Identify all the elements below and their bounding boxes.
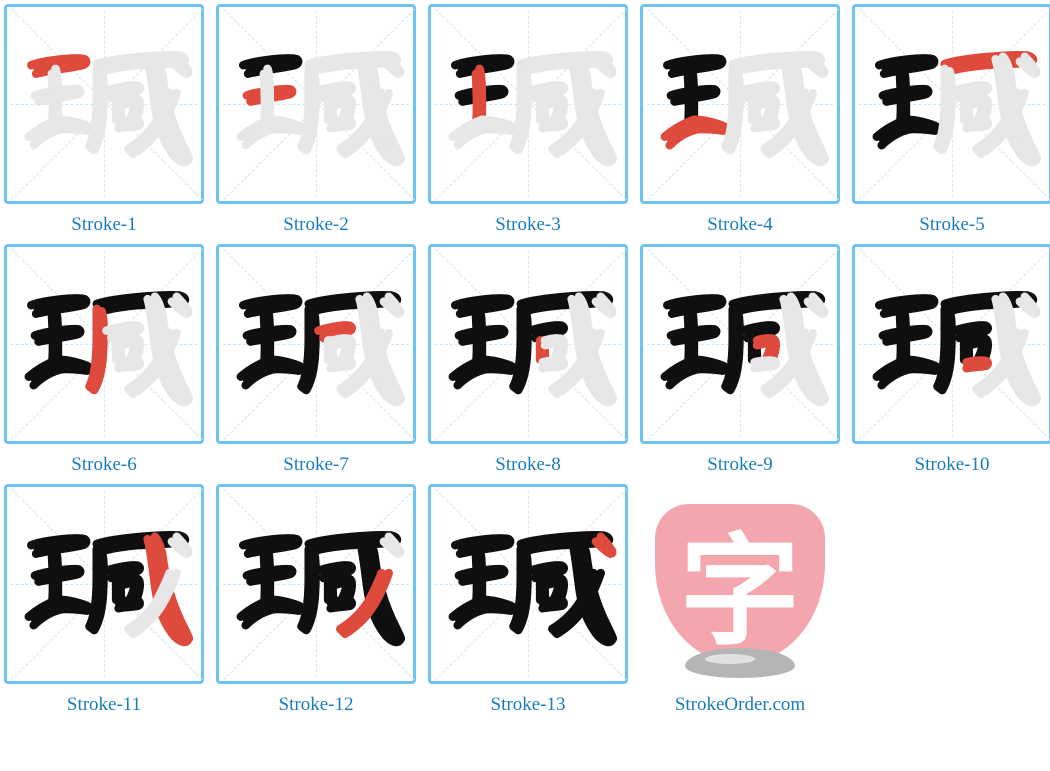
stroke-box — [216, 4, 416, 204]
stroke-box — [4, 244, 204, 444]
stroke-label: Stroke-12 — [279, 694, 354, 716]
stroke-box — [852, 4, 1050, 204]
logo-box: 字 — [640, 484, 840, 684]
stroke-label: Stroke-11 — [67, 694, 141, 716]
glyph — [219, 487, 413, 681]
stroke-box — [640, 4, 840, 204]
glyph — [855, 7, 1049, 201]
stroke-box — [852, 244, 1050, 444]
stroke-cell: Stroke-1 — [4, 4, 204, 236]
stroke-label: Stroke-5 — [919, 214, 984, 236]
stroke-label: Stroke-4 — [707, 214, 772, 236]
site-link[interactable]: StrokeOrder.com — [675, 694, 805, 716]
glyph — [643, 7, 837, 201]
stroke-box — [4, 4, 204, 204]
stroke-label: Stroke-13 — [491, 694, 566, 716]
logo-cell: 字 StrokeOrder.com — [640, 484, 840, 716]
stroke-cell: Stroke-12 — [216, 484, 416, 716]
glyph — [855, 247, 1049, 441]
stroke-cell: Stroke-13 — [428, 484, 628, 716]
stroke-box — [216, 244, 416, 444]
stroke-label: Stroke-1 — [71, 214, 136, 236]
stroke-cell: Stroke-7 — [216, 244, 416, 476]
stroke-cell: Stroke-6 — [4, 244, 204, 476]
glyph — [219, 7, 413, 201]
glyph — [431, 7, 625, 201]
stroke-cell: Stroke-9 — [640, 244, 840, 476]
stroke-box — [428, 244, 628, 444]
glyph — [7, 7, 201, 201]
pencil-tip-icon — [685, 648, 795, 678]
stroke-label: Stroke-8 — [495, 454, 560, 476]
stroke-label: Stroke-2 — [283, 214, 348, 236]
stroke-grid: Stroke-1 Stroke-2 Stroke-3 Stroke-4 — [4, 4, 1046, 716]
stroke-label: Stroke-10 — [915, 454, 990, 476]
logo-character: 字 — [680, 494, 800, 668]
stroke-box — [4, 484, 204, 684]
stroke-label: Stroke-7 — [283, 454, 348, 476]
stroke-box — [428, 4, 628, 204]
stroke-label: Stroke-6 — [71, 454, 136, 476]
stroke-label: Stroke-9 — [707, 454, 772, 476]
stroke-cell: Stroke-4 — [640, 4, 840, 236]
stroke-cell: Stroke-3 — [428, 4, 628, 236]
glyph — [431, 247, 625, 441]
stroke-label: Stroke-3 — [495, 214, 560, 236]
stroke-cell: Stroke-10 — [852, 244, 1050, 476]
stroke-cell: Stroke-5 — [852, 4, 1050, 236]
logo-badge: 字 — [655, 504, 825, 664]
stroke-box — [216, 484, 416, 684]
glyph — [219, 247, 413, 441]
stroke-box — [428, 484, 628, 684]
stroke-cell: Stroke-2 — [216, 4, 416, 236]
glyph — [431, 487, 625, 681]
stroke-cell: Stroke-8 — [428, 244, 628, 476]
glyph — [643, 247, 837, 441]
stroke-cell: Stroke-11 — [4, 484, 204, 716]
glyph — [7, 247, 201, 441]
glyph — [7, 487, 201, 681]
stroke-box — [640, 244, 840, 444]
